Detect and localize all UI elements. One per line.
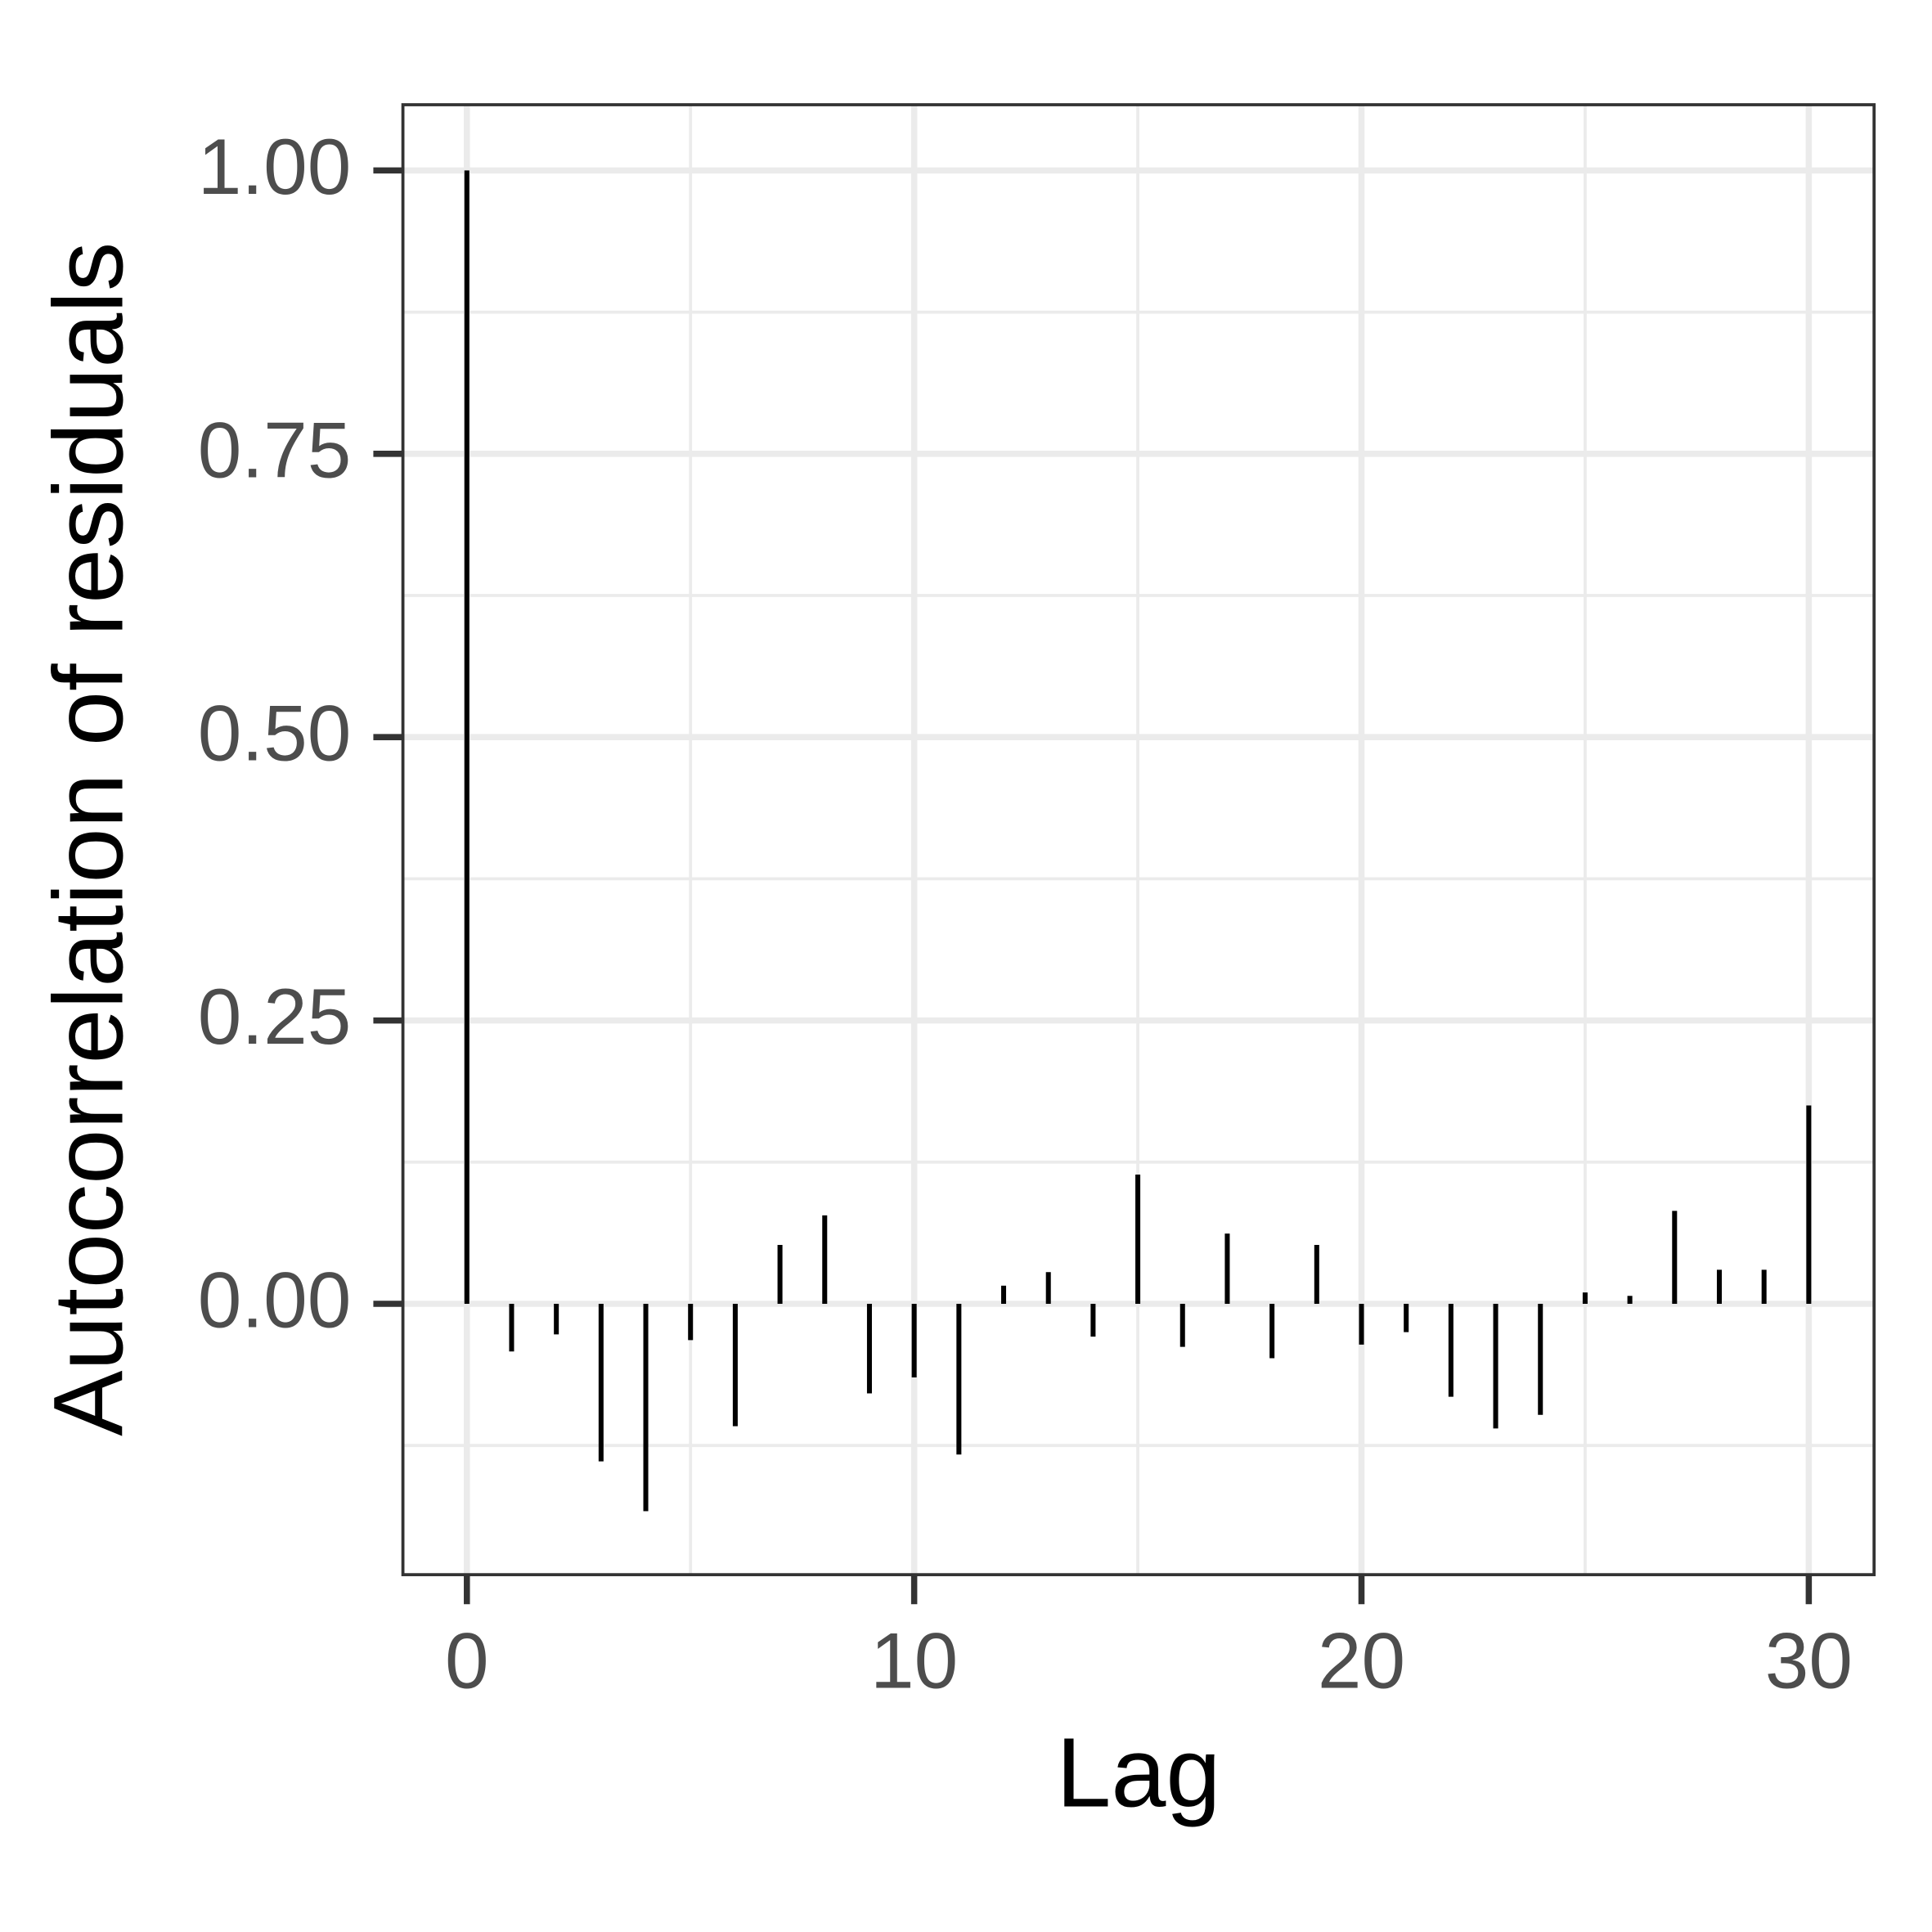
x-axis-title: Lag xyxy=(1056,1718,1220,1828)
y-axis-title: Autocorrelation of residuals xyxy=(33,242,143,1436)
x-tick-label: 30 xyxy=(1765,1618,1853,1705)
y-tick-label: 0.25 xyxy=(198,973,352,1061)
y-tick-label: 0.00 xyxy=(198,1256,352,1344)
x-tick-label: 10 xyxy=(870,1618,958,1705)
x-tick-label: 0 xyxy=(445,1618,489,1705)
y-tick-label: 1.00 xyxy=(198,124,352,211)
marks xyxy=(464,170,1812,1512)
y-tick-label: 0.75 xyxy=(198,407,352,494)
axes: 0.00 0.25 0.50 0.75 1.00 0 10 20 30 xyxy=(198,124,1853,1705)
panel-border xyxy=(401,103,1876,1577)
x-tick-label: 20 xyxy=(1318,1618,1405,1705)
y-tick-label: 0.50 xyxy=(198,690,352,778)
